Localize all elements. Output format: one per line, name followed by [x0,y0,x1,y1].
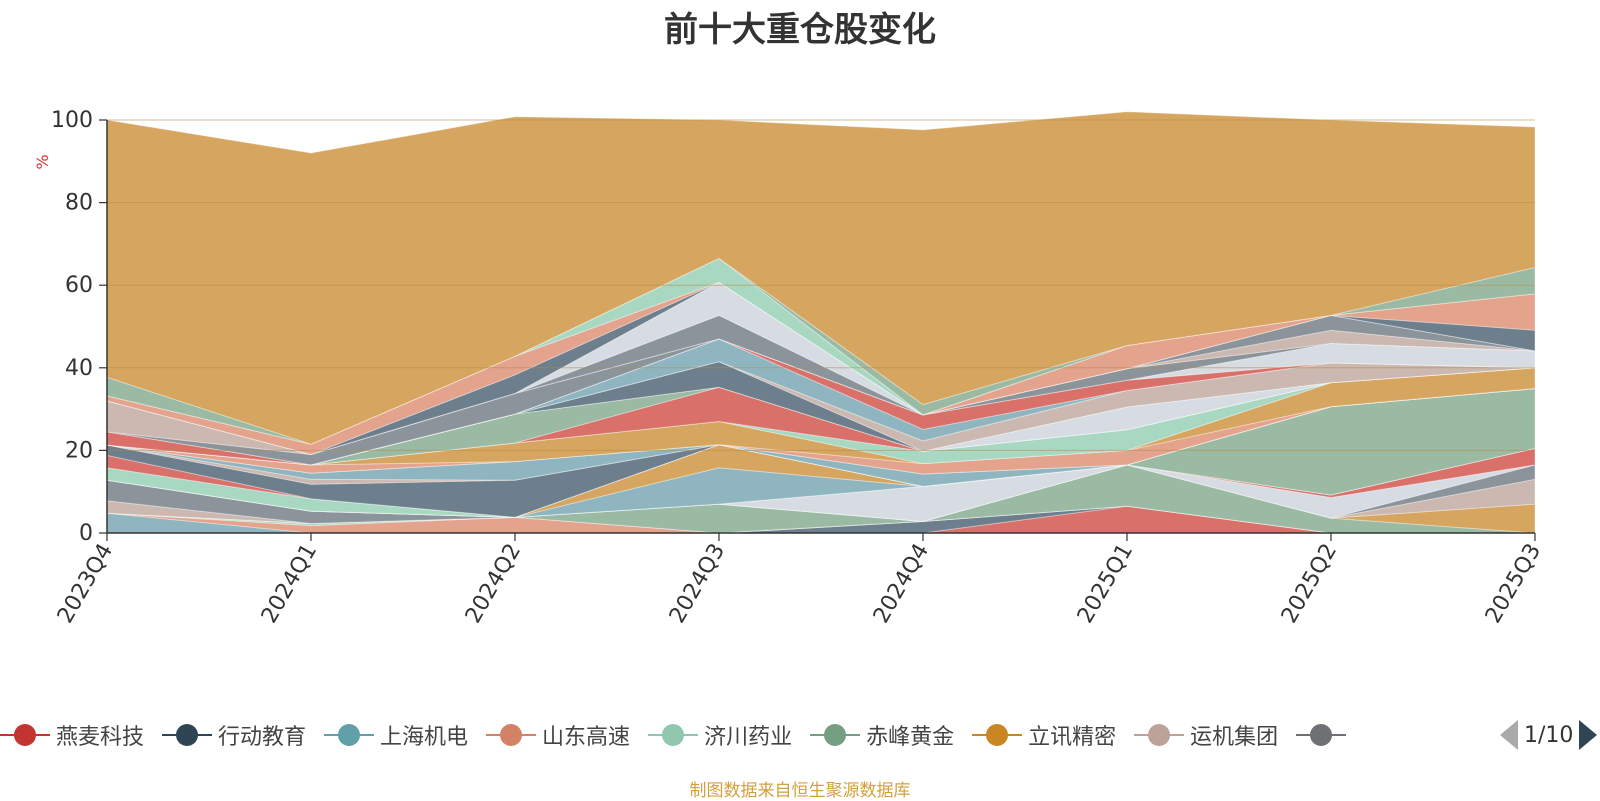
legend-label: 行动教育 [218,725,307,750]
legend-label: 燕麦科技 [56,725,145,750]
legend-pager: 1/10 [1500,718,1598,752]
legend-item[interactable]: 济川药业 [648,719,792,751]
data-source-footnote: 制图数据来自恒生聚源数据库 [689,781,911,801]
legend-item[interactable]: 行动教育 [162,719,306,751]
y-tick-label: 80 [65,191,93,216]
chart-title: 前十大重仓股变化 [664,10,936,50]
legend-item[interactable]: 运机集团 [1134,719,1278,751]
area-series-40[interactable] [106,111,1536,445]
legend-page-number: 1/10 [1524,722,1574,748]
legend-label: 立讯精密 [1028,725,1117,750]
legend-circle-icon [972,722,1023,748]
legend-item[interactable]: 山东高速 [486,719,630,751]
y-tick-label: 40 [65,356,93,381]
legend: 燕麦科技 行动教育 上海机电 山东高速 济川药业 赤峰黄金 立讯精密 运机集团 [0,718,1480,752]
legend-label: 上海机电 [380,725,469,750]
legend-circle-icon [648,722,699,748]
legend-item[interactable]: 立讯精密 [972,719,1116,751]
x-tick-label: 2024Q2 [461,540,526,628]
y-axis-label: % [33,154,52,169]
legend-next-page-icon[interactable] [1579,720,1598,750]
legend-circle-icon [0,722,50,748]
legend-item[interactable]: 燕麦科技 [0,719,144,751]
y-tick-label: 0 [79,521,93,546]
legend-label: 运机集团 [1190,725,1279,750]
x-tick-label: 2024Q4 [869,540,934,628]
x-tick-label: 2024Q3 [665,540,730,628]
legend-item[interactable]: 上海机电 [324,719,468,751]
area-layers [106,111,1536,534]
legend-circle-icon [324,722,375,748]
x-tick-label: 2025Q3 [1481,540,1546,628]
legend-prev-page-icon[interactable] [1500,720,1518,750]
x-tick-label: 2024Q1 [257,540,322,628]
legend-circle-icon [1296,722,1347,748]
x-tick-label: 2023Q4 [53,540,118,628]
legend-label: 济川药业 [704,725,793,750]
x-tick-label: 2025Q1 [1073,540,1138,628]
legend-circle-icon [810,722,861,748]
legend-item[interactable] [1296,722,1352,748]
legend-label: 赤峰黄金 [866,725,955,750]
legend-circle-icon [162,722,213,748]
y-tick-label: 20 [65,438,93,463]
y-tick-label: 100 [51,108,93,133]
legend-circle-icon [486,722,537,748]
x-tick-label: 2025Q2 [1277,540,1342,628]
legend-item[interactable]: 赤峰黄金 [810,719,954,751]
y-tick-label: 60 [65,273,93,298]
legend-label: 山东高速 [542,725,631,750]
legend-circle-icon [1134,722,1185,748]
